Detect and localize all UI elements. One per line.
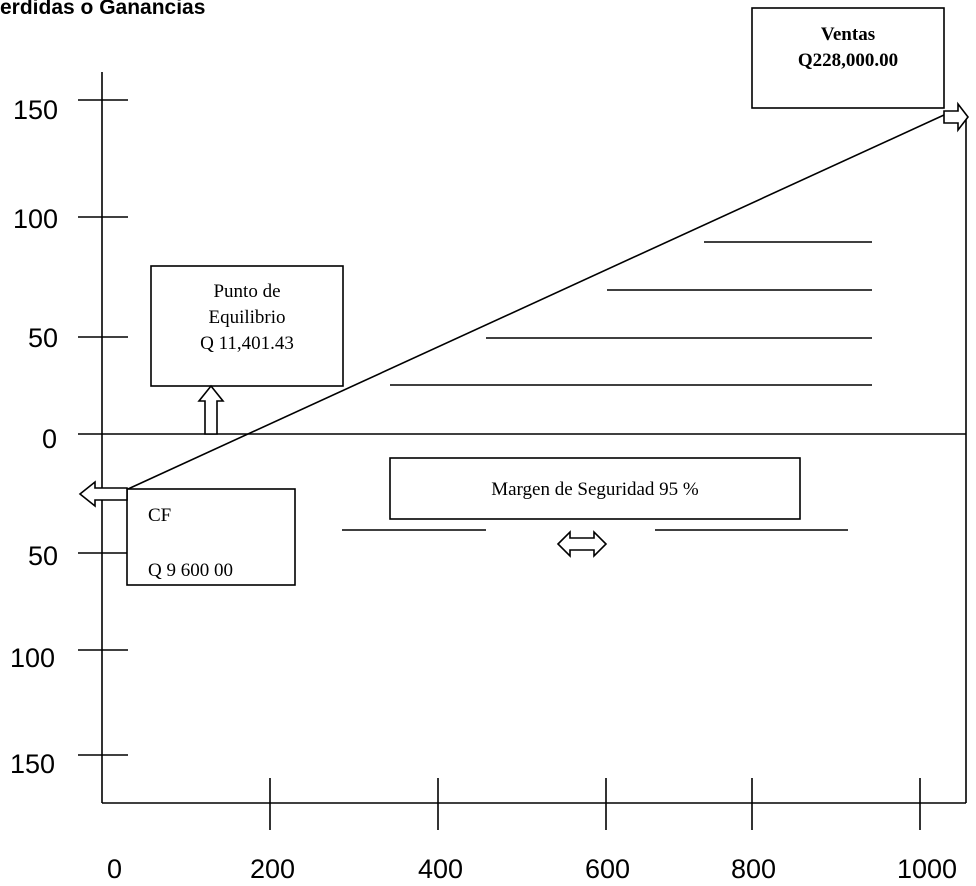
up-arrow-icon <box>197 384 225 435</box>
break-even-value: Q 11,401.43 <box>200 333 294 354</box>
break-even-label-1: Punto de <box>213 281 280 302</box>
margin-label: Margen de Seguridad 95 % <box>491 479 699 500</box>
y-tick-label-neg100: 100 <box>10 643 55 673</box>
left-arrow-icon <box>78 480 128 508</box>
x-tick-label-800: 800 <box>731 854 776 884</box>
x-tick-label-200: 200 <box>250 854 295 884</box>
right-arrow-icon <box>943 101 970 133</box>
fixed-cost-box: CF Q 9 600 00 <box>126 488 296 586</box>
y-tick-label-100: 100 <box>13 204 58 234</box>
y-tick-label-neg50: 50 <box>28 541 58 571</box>
x-tick-marks <box>269 778 921 830</box>
x-tick-label-1000: 1000 <box>897 854 957 884</box>
x-tick-label-0: 0 <box>107 854 122 884</box>
ventas-label: Ventas <box>821 24 875 45</box>
y-tick-marks <box>78 99 128 756</box>
ventas-value: Q228,000.00 <box>798 50 898 71</box>
fixed-cost-label: CF <box>148 505 171 526</box>
y-tick-label-150: 150 <box>13 95 58 125</box>
fixed-cost-value: Q 9 600 00 <box>148 560 233 581</box>
double-arrow-icon <box>556 530 608 558</box>
x-tick-label-400: 400 <box>418 854 463 884</box>
y-tick-label-neg150: 150 <box>10 749 55 779</box>
chart-title: erdidas o Ganancias <box>0 0 205 19</box>
break-even-box: Punto de Equilibrio Q 11,401.43 <box>150 265 344 387</box>
sales-line <box>127 114 945 490</box>
x-tick-label-600: 600 <box>585 854 630 884</box>
margin-box: Margen de Seguridad 95 % <box>389 457 801 520</box>
margin-hatch-lines <box>390 241 872 386</box>
y-tick-label-0: 0 <box>42 424 57 454</box>
y-tick-label-50: 50 <box>28 323 58 353</box>
break-even-label-2: Equilibrio <box>208 307 285 328</box>
ventas-box: Ventas Q228,000.00 <box>751 7 945 109</box>
